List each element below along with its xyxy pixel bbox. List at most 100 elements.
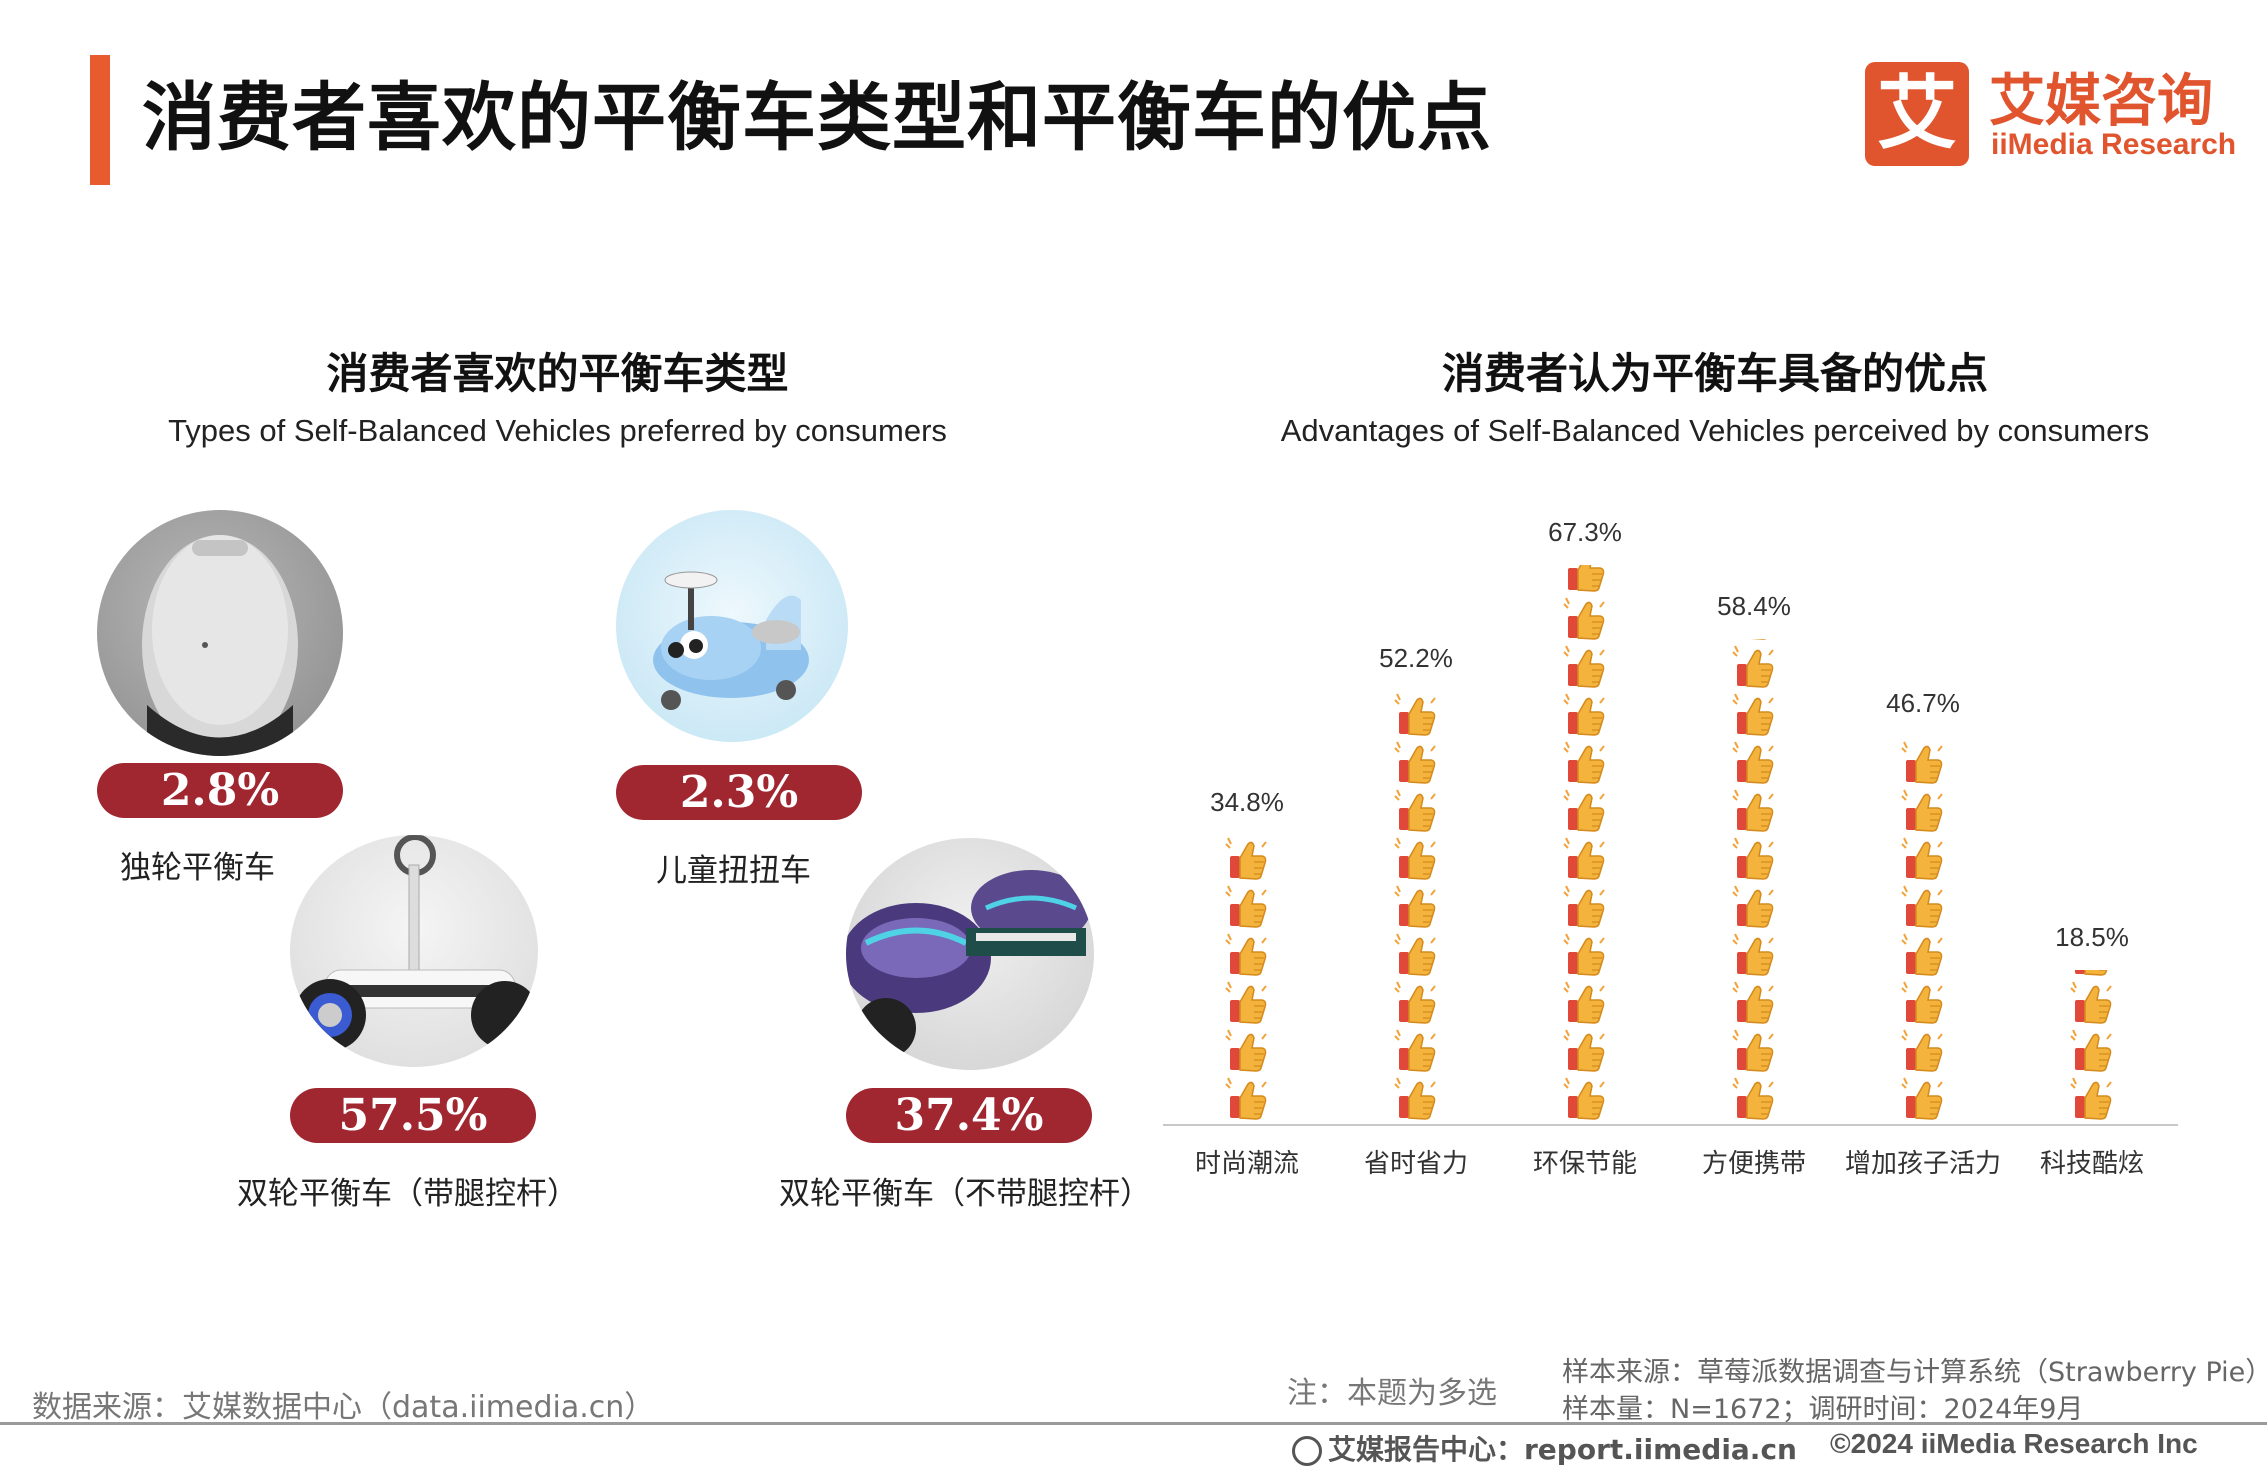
type-percent-pill-4: 37.4% <box>846 1088 1092 1143</box>
thumbs-up-icon <box>1393 932 1439 980</box>
two-wheel-bar-illustration <box>294 835 538 1051</box>
category-label-4: 方便携带 <box>1701 1149 1807 1179</box>
thumbs-up-icon <box>1562 1028 1608 1076</box>
thumbs-up-icon <box>1731 1076 1777 1124</box>
thumbs-up-icon <box>1562 980 1608 1028</box>
kids-swing-car-image <box>616 510 848 742</box>
value-label-2: 52.2% <box>1379 642 1453 673</box>
thumbs-up-icon <box>2069 1076 2115 1124</box>
sample-size: 样本量：N=1672；调研时间：2024年9月 <box>1562 1394 2084 1425</box>
type-label-4: 双轮平衡车（不带腿控杆） <box>779 1176 1151 1212</box>
thumbs-up-icon <box>1562 740 1608 788</box>
thumbs-up-icon <box>1562 644 1608 692</box>
sample-info: 样本来源：草莓派数据调查与计算系统（Strawberry Pie） 样本量：N=… <box>1562 1354 2267 1428</box>
type-label-3: 双轮平衡车（带腿控杆） <box>237 1176 578 1212</box>
bar-3 <box>1562 565 1608 1124</box>
title-accent-bar <box>90 55 110 185</box>
thumbs-up-icon <box>1224 884 1270 932</box>
thumbs-up-icon <box>2069 970 2115 980</box>
category-label-3: 环保节能 <box>1532 1149 1638 1179</box>
unicycle-image <box>97 510 343 756</box>
thumbs-up-icon <box>1224 980 1270 1028</box>
thumbs-up-icon <box>1900 980 1946 1028</box>
type-percent-pill-1: 2.8% <box>97 763 343 818</box>
report-center-text: 艾媒报告中心：report.iimedia.cn <box>1328 1433 1797 1466</box>
logo-text-cn: 艾媒咨询 <box>1989 69 2213 134</box>
thumbs-up-icon <box>1562 1076 1608 1124</box>
unicycle-illustration <box>142 535 298 756</box>
thumbs-up-icon <box>1393 692 1439 740</box>
value-label-4: 58.4% <box>1717 591 1791 622</box>
thumbs-up-icon <box>1393 1028 1439 1076</box>
bar-4 <box>1731 639 1777 1124</box>
thumbs-up-icon <box>1393 980 1439 1028</box>
thumbs-up-icon <box>1900 836 1946 884</box>
thumbs-up-icon <box>1562 932 1608 980</box>
value-label-5: 46.7% <box>1886 688 1960 719</box>
footer-divider <box>0 1422 2267 1425</box>
thumbs-up-icon <box>1393 1076 1439 1124</box>
category-label-2: 省时省力 <box>1363 1149 1469 1179</box>
thumbs-up-icon <box>1562 692 1608 740</box>
thumbs-up-icon <box>1393 788 1439 836</box>
thumbs-up-icon <box>1224 932 1270 980</box>
globe-icon <box>1292 1436 1322 1466</box>
data-source: 数据来源：艾媒数据中心（data.iimedia.cn） <box>32 1390 655 1425</box>
logo-mark: 艾 <box>1865 62 1969 166</box>
thumbs-up-icon <box>1562 565 1608 596</box>
thumbs-up-icon <box>1562 788 1608 836</box>
bar-2 <box>1393 691 1439 1124</box>
thumbs-up-icon <box>1224 836 1270 884</box>
category-label-6: 科技酷炫 <box>2039 1149 2145 1179</box>
swing-car-illustration <box>653 571 809 710</box>
thumbs-up-icon <box>1731 884 1777 932</box>
multi-choice-note: 注：本题为多选 <box>1287 1376 1497 1411</box>
thumbs-up-icon <box>1562 596 1608 644</box>
thumbs-up-icon <box>1900 884 1946 932</box>
two-wheel-with-bar-image <box>290 835 538 1067</box>
value-label-6: 18.5% <box>2055 922 2129 953</box>
thumbs-up-icon <box>1393 884 1439 932</box>
thumbs-up-icon <box>1731 740 1777 788</box>
x-axis-line <box>1163 1124 2178 1126</box>
type-label-1: 独轮平衡车 <box>120 850 275 886</box>
thumbs-up-icon <box>1731 1028 1777 1076</box>
bar-6 <box>2069 970 2115 1124</box>
thumbs-up-icon <box>1731 788 1777 836</box>
thumbs-up-icon <box>1562 836 1608 884</box>
thumbs-up-icon <box>1900 1076 1946 1124</box>
type-percent-pill-3: 57.5% <box>290 1088 536 1143</box>
type-percent-pill-2: 2.3% <box>616 765 862 820</box>
report-center: 艾媒报告中心：report.iimedia.cn <box>1292 1428 1797 1468</box>
thumbs-up-icon <box>1562 884 1608 932</box>
thumbs-up-icon <box>1900 740 1946 788</box>
page-title: 消费者喜欢的平衡车类型和平衡车的优点 <box>142 75 1492 161</box>
iimedia-logo: 艾 艾媒咨询 iiMedia Research <box>1865 62 2237 172</box>
thumbs-up-icon <box>1224 1076 1270 1124</box>
thumbs-up-icon <box>1731 980 1777 1028</box>
thumbs-up-icon <box>1393 836 1439 884</box>
sample-source: 样本来源：草莓派数据调查与计算系统（Strawberry Pie） <box>1562 1357 2267 1388</box>
thumbs-up-icon <box>2069 980 2115 1028</box>
thumbs-up-icon <box>1731 836 1777 884</box>
bar-5 <box>1900 736 1946 1124</box>
right-section-subtitle: Advantages of Self-Balanced Vehicles per… <box>1280 413 2150 448</box>
right-section-title: 消费者认为平衡车具备的优点 <box>1441 349 1988 398</box>
type-label-2: 儿童扭扭车 <box>656 853 811 889</box>
hoverboard-illustration <box>846 870 1091 1058</box>
left-section-title: 消费者喜欢的平衡车类型 <box>326 349 789 398</box>
thumbs-up-icon <box>2069 1028 2115 1076</box>
copyright: ©2024 iiMedia Research Inc <box>1830 1428 2198 1459</box>
thumbs-up-icon <box>1900 1028 1946 1076</box>
thumbs-up-icon <box>1900 932 1946 980</box>
logo-text-en: iiMedia Research <box>1991 128 2237 161</box>
thumbs-up-icon <box>1393 740 1439 788</box>
category-label-1: 时尚潮流 <box>1194 1149 1300 1179</box>
thumbs-up-icon <box>1731 644 1777 692</box>
two-wheel-no-bar-image <box>846 838 1094 1070</box>
thumbs-up-icon <box>1731 932 1777 980</box>
thumbs-up-icon <box>1900 788 1946 836</box>
bar-1 <box>1224 835 1270 1124</box>
value-label-1: 34.8% <box>1210 787 1284 818</box>
category-label-5: 增加孩子活力 <box>1844 1149 2002 1179</box>
